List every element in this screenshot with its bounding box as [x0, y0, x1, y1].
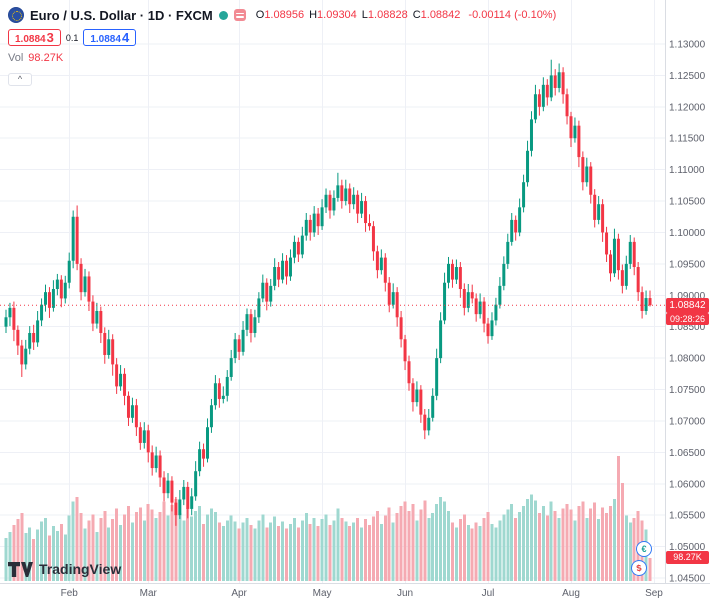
- svg-text:Aug: Aug: [562, 588, 580, 599]
- svg-text:May: May: [313, 588, 332, 599]
- symbol-title[interactable]: Euro / U.S. Dollar · 1D · FXCM: [30, 7, 213, 23]
- legend: Euro / U.S. Dollar · 1D · FXCM O1.08956 …: [8, 6, 556, 87]
- volume-badge: 98.27K: [666, 551, 709, 564]
- svg-text:1.10500: 1.10500: [669, 197, 706, 208]
- notes-icon[interactable]: [233, 9, 246, 21]
- time-scale[interactable]: Feb Mar Apr May Jun Jul Aug Sep: [61, 588, 664, 599]
- close-value: 1.08842: [420, 9, 461, 21]
- high-label: H: [309, 9, 318, 21]
- volume-value: 98.27K: [28, 52, 64, 64]
- buy-button[interactable]: 1.0884 4: [83, 29, 137, 46]
- change-value: -0.00114 (-0.10%): [468, 9, 557, 21]
- svg-text:1.09000: 1.09000: [669, 291, 706, 302]
- spread-value: 0.1: [65, 32, 79, 43]
- axis-borders: [0, 0, 710, 584]
- euro-coin-icon[interactable]: €: [636, 541, 652, 557]
- svg-text:1.07500: 1.07500: [669, 385, 706, 396]
- open-label: O: [255, 9, 265, 21]
- svg-text:Jun: Jun: [397, 588, 413, 599]
- eu-flag-icon: [8, 7, 24, 23]
- svg-text:1.09500: 1.09500: [669, 259, 706, 270]
- svg-text:Sep: Sep: [645, 588, 663, 599]
- bar-countdown-badge: 09:28:26: [666, 313, 709, 325]
- close-label: C: [412, 9, 421, 21]
- svg-text:Apr: Apr: [231, 588, 247, 599]
- low-value: 1.08828: [367, 9, 408, 21]
- tradingview-logo-icon: [8, 561, 33, 577]
- high-value: 1.09304: [317, 9, 357, 21]
- ohlc-readout: O1.08956 H1.09304 L1.08828 C1.08842: [256, 9, 461, 21]
- tradingview-logo-text: TradingView: [39, 561, 122, 577]
- open-value: 1.08956: [264, 9, 305, 21]
- svg-text:1.05000: 1.05000: [669, 542, 706, 553]
- tradingview-logo[interactable]: TradingView: [8, 561, 121, 577]
- svg-text:1.05500: 1.05500: [669, 511, 706, 522]
- svg-text:1.13000: 1.13000: [669, 40, 706, 51]
- svg-text:Feb: Feb: [61, 588, 79, 599]
- volume-bars: [4, 456, 652, 581]
- low-label: L: [361, 9, 368, 21]
- status-dot-icon[interactable]: [218, 10, 228, 20]
- collapse-pane-button[interactable]: ^: [8, 73, 32, 86]
- svg-text:1.04500: 1.04500: [669, 574, 706, 585]
- svg-text:1.06000: 1.06000: [669, 479, 706, 490]
- price-scale[interactable]: 1.13000 1.12500 1.12000 1.11500 1.11000 1.105…: [669, 40, 706, 585]
- svg-text:1.12000: 1.12000: [669, 102, 706, 113]
- volume-label: Vol: [8, 52, 24, 64]
- svg-text:1.12500: 1.12500: [669, 71, 706, 82]
- svg-text:1.08500: 1.08500: [669, 322, 706, 333]
- svg-text:Jul: Jul: [482, 588, 495, 599]
- svg-text:Mar: Mar: [140, 588, 158, 599]
- last-price-badge: 1.08842: [666, 298, 709, 313]
- svg-text:1.06500: 1.06500: [669, 448, 706, 459]
- sell-button[interactable]: 1.0884 3: [8, 29, 61, 46]
- svg-text:1.08000: 1.08000: [669, 354, 706, 365]
- svg-text:1.10000: 1.10000: [669, 228, 706, 239]
- svg-text:1.11500: 1.11500: [669, 134, 705, 145]
- grid-lines: [0, 0, 665, 583]
- svg-text:1.07000: 1.07000: [669, 416, 706, 427]
- svg-text:1.11000: 1.11000: [669, 165, 705, 176]
- candles-layer: [4, 59, 652, 526]
